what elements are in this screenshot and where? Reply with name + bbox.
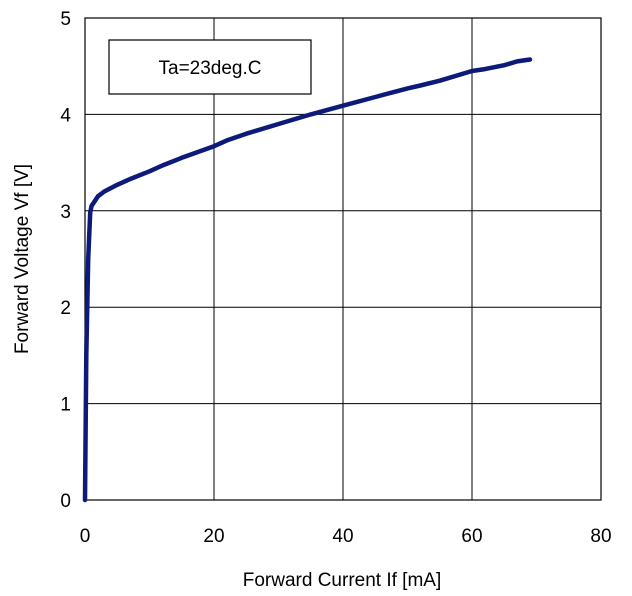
y-tick-label: 5: [60, 9, 71, 30]
x-axis-title: Forward Current If [mA]: [243, 570, 442, 591]
y-tick-label: 2: [60, 298, 71, 319]
x-tick-label: 20: [203, 526, 224, 547]
x-tick-label: 60: [461, 526, 482, 547]
x-tick-label: 40: [332, 526, 353, 547]
annotation-box: Ta=23deg.C: [108, 39, 312, 95]
y-tick-label: 1: [60, 395, 71, 416]
series-layer: [82, 57, 533, 503]
annotation-frame: [108, 39, 312, 95]
y-tick-label: 0: [60, 491, 71, 512]
x-tick-label: 80: [590, 526, 611, 547]
x-tick-label: 0: [80, 526, 91, 547]
y-tick-label: 4: [60, 105, 71, 126]
annotation-text: Ta=23deg.C: [159, 58, 262, 79]
grid-lines: [85, 18, 601, 500]
plot-area-frame: [84, 17, 602, 501]
y-axis-title: Forward Voltage Vf [V]: [12, 164, 33, 354]
x-tick-labels: 0 20 40 60 80: [80, 526, 612, 547]
y-tick-label: 3: [60, 202, 71, 223]
y-tick-labels: 0 1 2 3 4 5: [60, 9, 71, 512]
series-line: [82, 57, 533, 503]
